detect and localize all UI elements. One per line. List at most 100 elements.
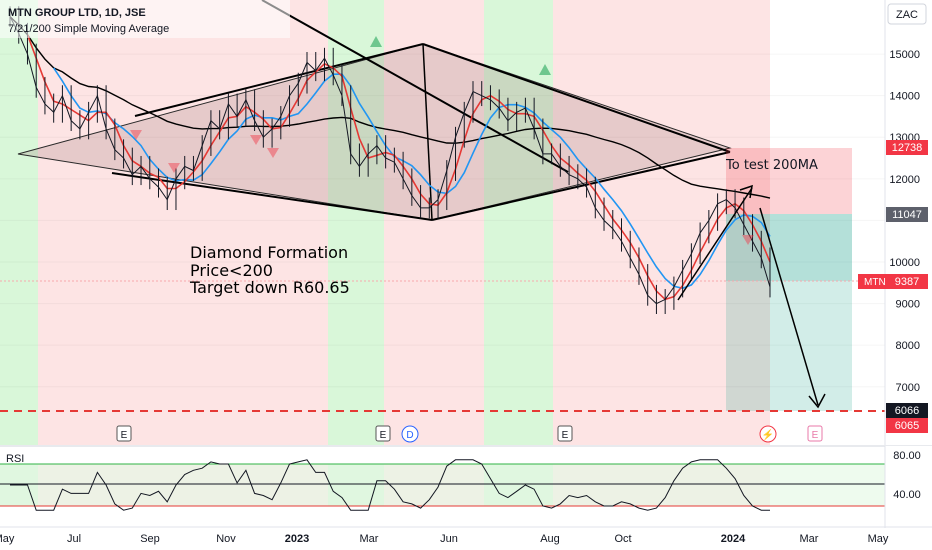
price-line xyxy=(9,16,771,305)
split-marker-icon[interactable] xyxy=(759,425,777,443)
tag-target1 xyxy=(886,403,928,418)
time-tick-label: Oct xyxy=(614,533,631,545)
sell-signal-triangle xyxy=(267,148,279,158)
event-marker-label: E xyxy=(380,430,387,441)
chart-title: MTN GROUP LTD, 1D, JSE xyxy=(8,7,146,19)
tag-target1-text: 6066 xyxy=(895,405,919,417)
price-tick-label: 8000 xyxy=(896,340,920,352)
time-tick-label: May xyxy=(868,533,889,545)
diamond-lower-left-line xyxy=(111,172,433,221)
price-tick-label: 9000 xyxy=(896,299,920,311)
sell-signal-triangle xyxy=(250,135,262,145)
bull-zone xyxy=(0,0,38,445)
tag-symbol-text: MTN xyxy=(864,277,886,288)
diamond-note-line1: Diamond Formation xyxy=(190,243,348,262)
legend-backdrop xyxy=(0,0,290,38)
buy-signal-triangle xyxy=(539,64,551,75)
time-tick-label: Mar xyxy=(360,533,379,545)
tag-upper-text: 12738 xyxy=(892,142,923,154)
lightning-icon: ⚡ xyxy=(762,428,774,441)
tag-target2 xyxy=(886,418,928,433)
diamond-shape xyxy=(17,43,732,221)
earnings-marker-future[interactable] xyxy=(807,425,823,442)
rsi-zone xyxy=(484,464,553,506)
time-tick-label: Sep xyxy=(140,533,160,545)
time-tick-label: 2023 xyxy=(285,533,309,545)
sma-7-series xyxy=(26,34,771,301)
event-markers[interactable]: E E D E ⚡ E xyxy=(116,425,823,443)
time-tick-label: Aug xyxy=(540,533,560,545)
price-series xyxy=(9,6,771,314)
tag-last xyxy=(858,274,928,289)
buy-signal-triangle xyxy=(370,36,382,47)
event-marker-label: D xyxy=(406,430,413,441)
earnings-marker[interactable] xyxy=(375,425,391,442)
diamond-center-line xyxy=(422,43,433,221)
target-zone-lower xyxy=(726,281,852,411)
chart-subtitle: 7/21/200 Simple Moving Average xyxy=(8,23,169,35)
rsi-axis-background xyxy=(885,446,932,526)
rsi-line xyxy=(10,459,770,511)
tag-mid-text: 11047 xyxy=(892,209,922,221)
rsi-zone xyxy=(328,464,384,506)
sell-signal-triangle xyxy=(130,130,142,140)
bear-zone xyxy=(553,0,568,445)
time-tick-label: Jun xyxy=(440,533,458,545)
projection-arrows xyxy=(677,184,826,409)
time-tick-label: Nov xyxy=(216,533,236,545)
price-tags: 12738 11047 MTN 9387 6066 6065 xyxy=(858,140,928,433)
rsi-label: RSI xyxy=(6,453,24,465)
rsi-tick-80: 80.00 xyxy=(893,450,921,462)
signal-zones xyxy=(0,0,770,506)
dividend-marker[interactable] xyxy=(401,425,419,443)
time-axis[interactable]: May Jul Sep Nov 2023 Mar Jun Aug Oct 2024 Mar May xyxy=(0,526,932,545)
price-axis[interactable]: ZAC 700080009000100001200013000140001500… xyxy=(884,0,932,445)
currency-badge[interactable] xyxy=(887,3,927,25)
rsi-band xyxy=(0,464,885,506)
sma-200-line xyxy=(9,16,771,199)
target-zone-upper xyxy=(726,214,852,281)
diamond-upper-right-line xyxy=(422,43,731,153)
price-axis-background xyxy=(885,0,932,445)
tag-upper xyxy=(886,140,928,155)
signal-triangles xyxy=(130,36,754,245)
tag-last-text: 9387 xyxy=(895,276,919,288)
tag-mid xyxy=(886,207,928,222)
position-tool[interactable] xyxy=(726,148,852,411)
time-axis-ticks: May Jul Sep Nov 2023 Mar Jun Aug Oct 2024 Mar May xyxy=(0,533,889,545)
event-marker-label: E xyxy=(562,430,569,441)
time-tick-label: May xyxy=(0,533,15,545)
sell-signal-triangle xyxy=(742,235,754,245)
diamond-lower-right-line xyxy=(431,151,731,221)
diamond-upper-left-line xyxy=(134,43,424,117)
time-tick-label: Mar xyxy=(800,533,819,545)
sell-signal-triangle xyxy=(168,163,180,173)
price-tick-label: 14000 xyxy=(889,91,920,103)
diamond-note-line2: Price<200 xyxy=(190,261,273,280)
bull-zone xyxy=(484,0,553,445)
rsi-tick-40: 40.00 xyxy=(893,489,921,501)
rally-arrow-line xyxy=(677,187,753,301)
stop-zone xyxy=(726,148,852,214)
diamond-formation xyxy=(17,0,732,221)
bear-zone xyxy=(384,0,484,445)
event-marker-label: E xyxy=(121,430,128,441)
rsi-pane[interactable]: RSI 80.00 40.00 xyxy=(0,445,932,528)
time-tick-label: Jul xyxy=(67,533,81,545)
price-tick-label: 7000 xyxy=(896,382,920,394)
earnings-marker[interactable] xyxy=(557,425,573,442)
downtrend-line xyxy=(261,0,569,173)
currency-label: ZAC xyxy=(896,9,918,21)
price-tick-label: 15000 xyxy=(889,49,920,61)
sma-21-series xyxy=(53,67,771,290)
rsi-series xyxy=(10,459,770,511)
sma-200-series xyxy=(9,16,771,199)
diamond-note-line3: Target down R60.65 xyxy=(189,278,350,297)
earnings-marker[interactable] xyxy=(116,425,132,442)
sma-21-line xyxy=(53,67,771,290)
rsi-zone xyxy=(568,464,770,506)
test-200ma-note: To test 200MA xyxy=(725,158,818,173)
bear-zone xyxy=(38,0,328,445)
